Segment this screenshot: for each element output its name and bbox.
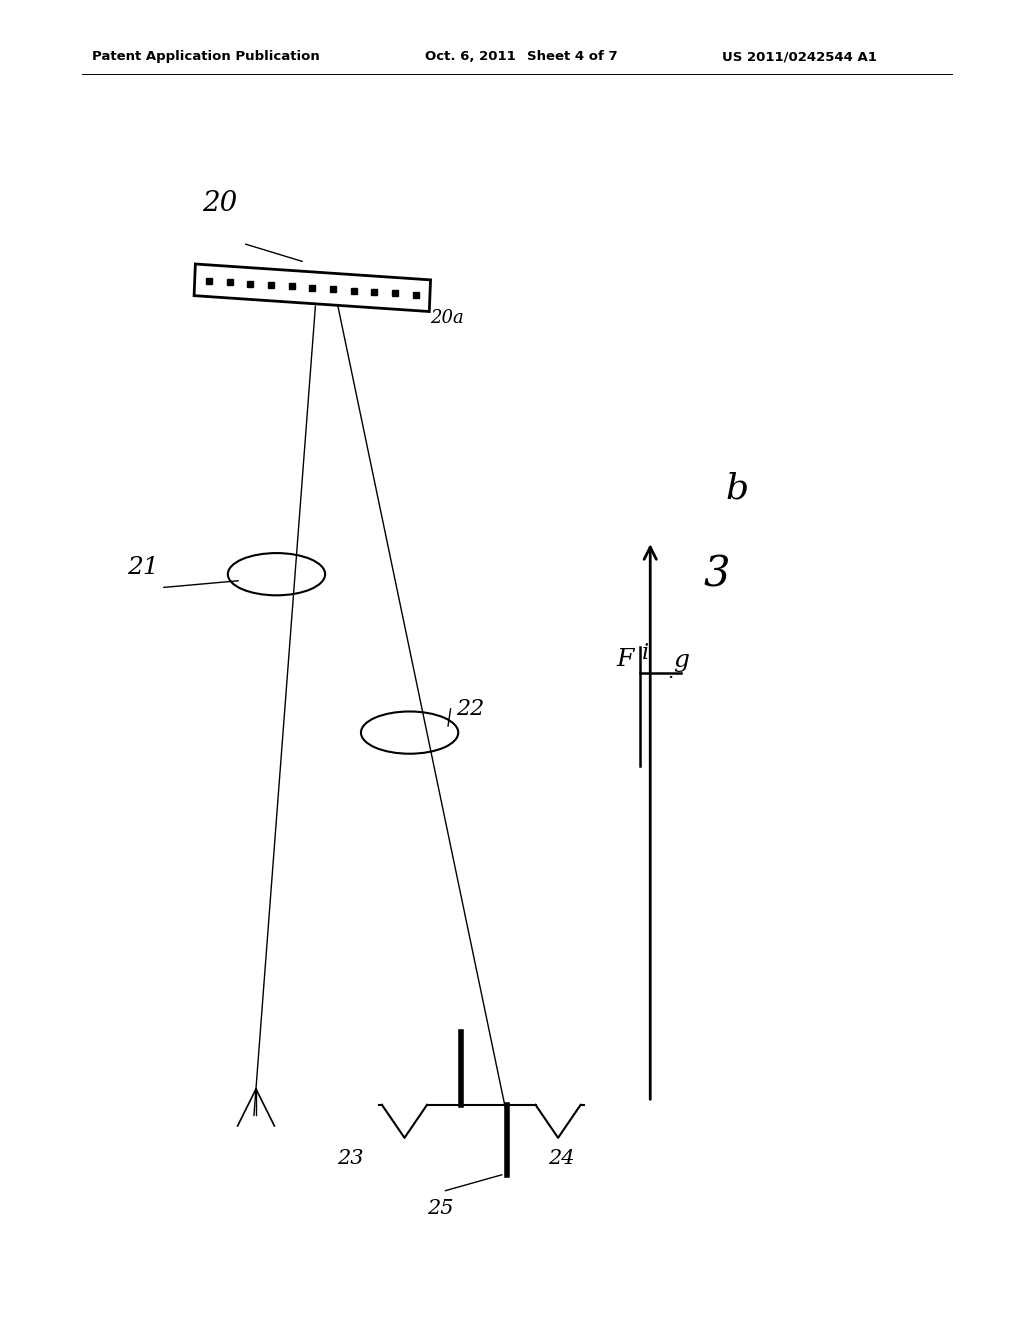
Text: 25: 25 xyxy=(427,1200,454,1218)
Text: 20a: 20a xyxy=(430,309,464,327)
Text: 21: 21 xyxy=(127,556,159,579)
Text: g: g xyxy=(673,648,689,672)
Text: Patent Application Publication: Patent Application Publication xyxy=(92,50,319,63)
Text: 3: 3 xyxy=(703,553,730,595)
Text: i: i xyxy=(642,643,648,664)
Text: US 2011/0242544 A1: US 2011/0242544 A1 xyxy=(722,50,877,63)
Text: 20: 20 xyxy=(203,190,238,218)
Text: 23: 23 xyxy=(337,1150,364,1168)
Text: 22: 22 xyxy=(456,698,484,721)
Text: .: . xyxy=(668,664,674,682)
Text: b: b xyxy=(726,471,749,506)
Text: F: F xyxy=(616,648,633,672)
Text: Sheet 4 of 7: Sheet 4 of 7 xyxy=(527,50,618,63)
Text: Oct. 6, 2011: Oct. 6, 2011 xyxy=(425,50,516,63)
Text: 24: 24 xyxy=(548,1150,574,1168)
Polygon shape xyxy=(195,264,430,312)
